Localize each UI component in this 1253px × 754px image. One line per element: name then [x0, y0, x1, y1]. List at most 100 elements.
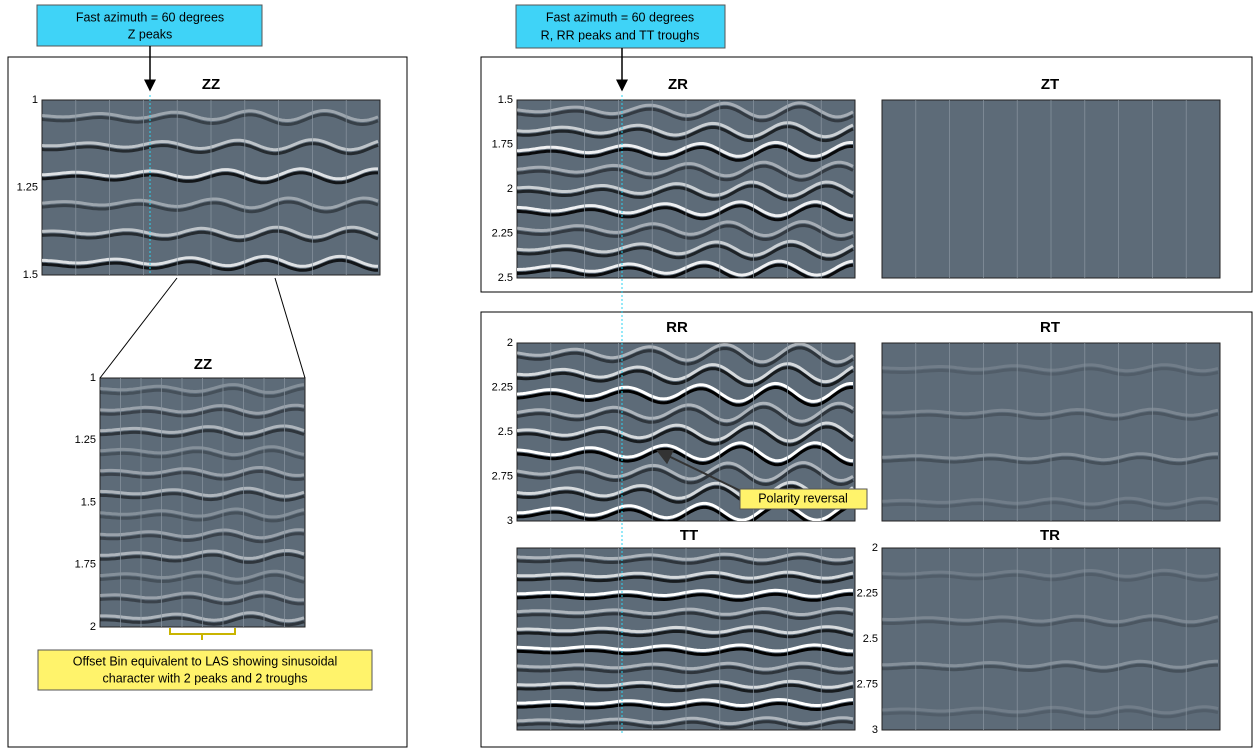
seismic-band [882, 363, 1219, 373]
seismic-band [517, 665, 854, 675]
seismic-band [100, 449, 305, 461]
seismic-band [517, 366, 854, 388]
seismic-band [517, 683, 854, 693]
seismic-band [517, 625, 854, 635]
seismic-band [517, 121, 854, 139]
seismic-band [517, 164, 854, 182]
seismic-band [100, 615, 305, 627]
seismic-band [882, 705, 1219, 715]
seismic-band [517, 220, 854, 238]
seismic-band [517, 140, 853, 158]
seismic-band [517, 552, 854, 562]
seismic-band [517, 556, 854, 566]
seismic-texture [100, 378, 305, 627]
seismic-band [882, 659, 1218, 669]
seismic-band [517, 405, 854, 427]
seismic-band [517, 643, 854, 653]
seismic-band [42, 167, 378, 181]
seismic-band [100, 507, 305, 519]
seismic-band [517, 610, 854, 620]
bottom-right-frame [480, 311, 1253, 748]
left-frame [7, 56, 408, 748]
seismic-band [517, 679, 854, 689]
y-tick-label: 3 [872, 724, 878, 736]
seismic-band [42, 171, 378, 185]
seismic-texture [517, 548, 854, 730]
seismic-band [100, 532, 305, 544]
zoom-line [99, 277, 178, 379]
seismic-band [517, 343, 854, 364]
seismic-band [517, 465, 854, 487]
seismic-band [517, 629, 854, 639]
seismic-band [42, 138, 379, 152]
seismic-band [882, 496, 1219, 506]
seismic-band [100, 611, 305, 623]
seismic-band [517, 441, 854, 463]
seismic-band [42, 142, 379, 156]
y-tick-label: 2.25 [492, 381, 513, 393]
seismic-texture [915, 100, 1187, 278]
seismic-band [100, 428, 305, 440]
seismic-band [100, 569, 305, 581]
seismic-band [517, 263, 854, 278]
annotation-box [37, 649, 373, 691]
seismic-band [100, 424, 305, 436]
y-tick-label: 1.75 [492, 138, 513, 150]
seismic-band [42, 254, 379, 268]
panel-title: TT [680, 527, 698, 544]
seismic-texture [517, 343, 854, 521]
seismic-band [882, 572, 1219, 582]
seismic-band [882, 456, 1218, 466]
seismic-band [517, 239, 854, 257]
y-tick-label: 2.5 [498, 426, 513, 438]
seismic-band [517, 445, 854, 467]
callout-text: Fast azimuth = 60 degrees [546, 10, 694, 24]
seismic-band [517, 574, 854, 584]
y-tick-label: 2 [872, 542, 878, 554]
seismic-band [100, 407, 305, 419]
seismic-band [100, 528, 305, 540]
seismic-band [517, 381, 853, 403]
seismic-band [517, 588, 854, 598]
annotation-arrow [656, 449, 746, 494]
seismic-band [100, 590, 305, 602]
seismic-band [517, 346, 854, 368]
y-tick-label: 2.75 [492, 470, 513, 482]
panel-title: ZT [1041, 76, 1059, 93]
panel-title: ZR [668, 76, 688, 93]
y-tick-label: 1.25 [17, 181, 38, 193]
seismic-band [517, 401, 854, 423]
callout-text: Fast azimuth = 60 degrees [76, 10, 224, 24]
y-tick-label: 2.5 [498, 272, 513, 284]
seismic-band [100, 383, 305, 394]
seismic-band [42, 196, 379, 210]
seismic-texture [882, 548, 1219, 730]
panel-title: RT [1040, 319, 1060, 336]
seismic-band [100, 403, 305, 415]
seismic-band [517, 592, 854, 602]
annotation-text: Offset Bin equivalent to LAS showing sin… [73, 654, 338, 668]
seismic-band [882, 452, 1218, 462]
seismic-band [517, 461, 854, 483]
seismic-band [517, 661, 854, 671]
panel-title: RR [666, 319, 688, 336]
seismic-band [517, 385, 853, 407]
seismic-band [517, 480, 854, 502]
seismic-band [100, 594, 305, 606]
seismic-band [517, 421, 854, 443]
y-tick-label: 2.5 [863, 633, 878, 645]
y-tick-label: 1.25 [75, 434, 96, 446]
seismic-band [882, 614, 1219, 624]
callout-box [515, 4, 726, 49]
seismic-band [517, 144, 853, 162]
seismic-band [42, 258, 379, 272]
seismic-band [882, 709, 1219, 719]
seismic-band [42, 225, 379, 239]
seismic-band [517, 697, 854, 708]
seismic-band [517, 105, 854, 123]
zoom-line [274, 277, 306, 379]
seismic-band [42, 229, 379, 243]
seismic-band [517, 200, 854, 218]
seismic-band [882, 411, 1219, 421]
